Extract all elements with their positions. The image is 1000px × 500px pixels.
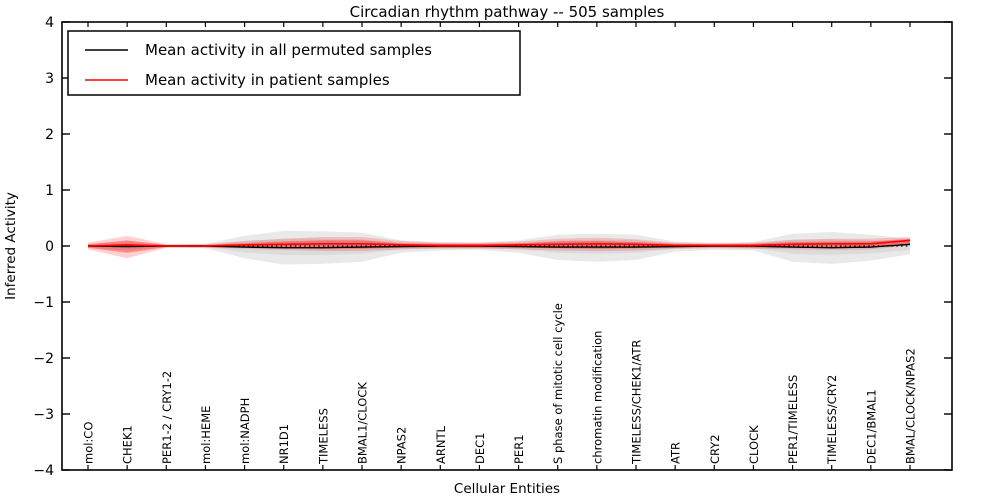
legend-box [67, 30, 521, 96]
x-category-label: chromatin modification [590, 331, 604, 464]
x-category-label: BMAL/CLOCK/NPAS2 [904, 348, 918, 464]
x-axis-label: Cellular Entities [454, 481, 560, 497]
x-category-label: DEC1/BMAL1 [864, 389, 878, 464]
chart-title: Circadian rhythm pathway -- 505 samples [350, 3, 665, 21]
x-category-label: PER1 [512, 434, 526, 464]
x-category-label: mol:CO [82, 422, 96, 464]
x-category-label: CRY2 [708, 434, 722, 464]
legend-label-permuted: Mean activity in all permuted samples [145, 41, 432, 59]
legend-label-patient: Mean activity in patient samples [145, 71, 390, 89]
y-tick-label: −3 [33, 407, 54, 423]
axis-tick-labels: 4 3 2 1 0 −1 −2 −3 −4 mol:CO CHEK1 PER1-2 / CRY1-2 m… [33, 15, 917, 479]
y-tick-label: 3 [45, 71, 54, 87]
band-permuted-samples-spread-outer-band- [88, 230, 910, 265]
y-tick-label: 0 [45, 239, 54, 255]
x-category-label: mol:HEME [199, 406, 213, 464]
legend: Mean activity in all permuted samples Me… [67, 30, 521, 96]
y-tick-label: −2 [33, 351, 54, 367]
band-patient-samples-spread-outer-band- [88, 235, 910, 259]
y-tick-label: 2 [45, 127, 54, 143]
x-category-label: ARNTL [434, 426, 448, 464]
x-category-label: mol:NADPH [238, 398, 252, 464]
axis-ticks [62, 21, 952, 471]
plot-bands [88, 230, 910, 265]
y-axis-label: Inferred Activity [3, 192, 19, 300]
x-category-label: CHEK1 [121, 425, 135, 464]
x-category-label: TIMELESS [316, 408, 330, 465]
x-category-label: S phase of mitotic cell cycle [551, 303, 565, 464]
y-tick-label: 1 [45, 183, 54, 199]
x-category-label: BMAL1/CLOCK [356, 382, 370, 464]
x-category-label: ATR [669, 442, 683, 464]
y-tick-label: −4 [33, 463, 54, 479]
line-mean-activity-in-all-permuted-samples [87, 243, 911, 249]
x-category-label: CLOCK [747, 425, 761, 464]
x-category-label: NR1D1 [277, 424, 291, 464]
plot-lines [87, 239, 911, 249]
x-category-label: PER1-2 / CRY1-2 [160, 371, 174, 464]
x-category-label: TIMELESS/CRY2 [825, 375, 839, 465]
x-category-label: DEC1 [473, 433, 487, 464]
x-category-label: TIMELESS/CHEK1/ATR [630, 340, 644, 465]
y-tick-label: −1 [33, 295, 54, 311]
y-tick-label: 4 [45, 15, 54, 31]
line-mean-activity-in-patient-samples [87, 239, 911, 247]
x-category-label: PER1/TIMELESS [786, 375, 800, 464]
x-category-label: NPAS2 [395, 427, 409, 464]
